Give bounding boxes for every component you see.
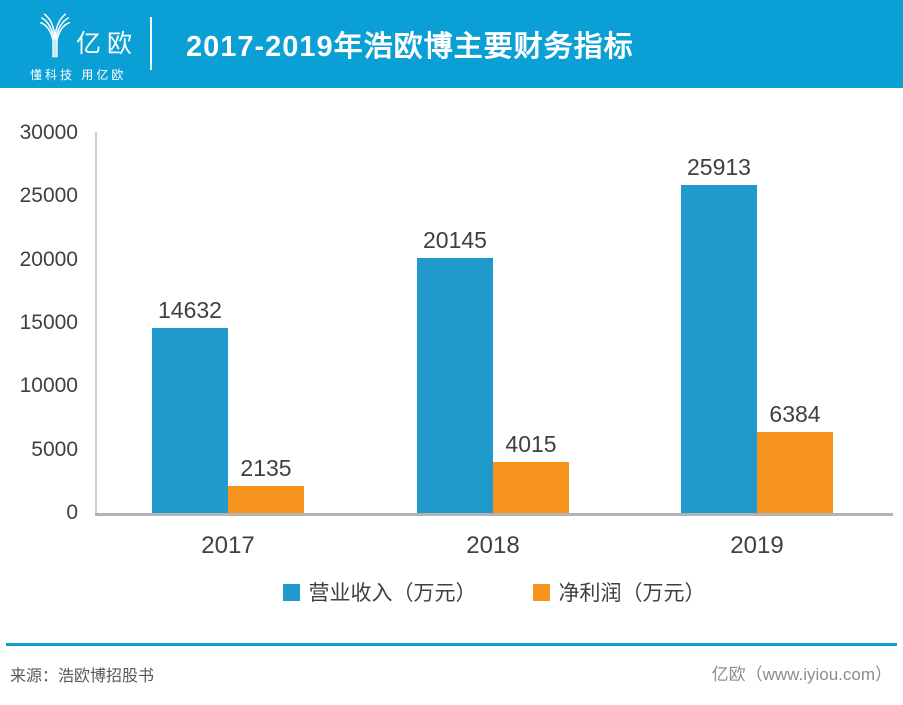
footer-divider (6, 643, 897, 646)
x-axis-line (95, 513, 893, 516)
header-divider (150, 17, 152, 70)
iyiou-logo: 亿欧 懂科技 用亿欧 (30, 8, 150, 84)
legend-swatch-icon (532, 583, 550, 601)
logo-tagline: 懂科技 用亿欧 (30, 68, 127, 82)
chart-title: 2017-2019年浩欧博主要财务指标 (186, 31, 634, 63)
source-note: 来源：浩欧博招股书 (10, 668, 155, 685)
bar-value-label: 2135 (240, 455, 292, 481)
x-axis-label: 2017 (201, 532, 255, 559)
bar-2018-series0 (417, 258, 493, 513)
legend-item: 净利润（万元） (532, 577, 706, 607)
y-tick-label: 10000 (19, 374, 78, 398)
plot-area: 14632 2135 2017 20145 4015 2018 25913 6384 2019 (152, 154, 833, 559)
legend-label: 营业收入（万元） (308, 582, 477, 605)
y-tick-label: 15000 (19, 311, 78, 334)
y-axis: 30000 25000 20000 15000 10000 5000 0 (0, 0, 78, 560)
logo-wordmark: 亿欧 (76, 30, 139, 58)
legend-label: 净利润（万元） (558, 582, 706, 605)
credit-note: 亿欧（www.iyiou.com） (711, 665, 892, 684)
header-banner: 亿欧 懂科技 用亿欧 2017-2019年浩欧博主要财务指标 (0, 0, 903, 88)
bar-2018-series1 (493, 462, 569, 513)
bar-2019-series0 (681, 185, 757, 513)
iyiou-logo-icon (40, 13, 70, 58)
legend-item: 营业收入（万元） (282, 577, 477, 607)
y-tick-label: 25000 (19, 184, 78, 208)
bar-value-label: 20145 (423, 227, 487, 253)
x-axis-label: 2018 (466, 532, 520, 559)
bar-2017-series0 (152, 328, 228, 513)
y-tick-label: 5000 (31, 437, 78, 461)
bar-value-label: 6384 (769, 401, 821, 427)
y-tick-label: 30000 (19, 121, 78, 144)
legend-swatch-icon (282, 583, 300, 601)
bar-value-label: 4015 (505, 431, 557, 457)
x-axis-label: 2019 (730, 532, 784, 559)
bar-2017-series1 (228, 486, 304, 513)
bar-value-label: 25913 (687, 154, 751, 180)
bar-value-label: 14632 (158, 297, 222, 323)
y-tick-label: 0 (66, 501, 78, 524)
y-axis-line (95, 132, 97, 515)
y-tick-label: 20000 (19, 247, 78, 271)
legend: 营业收入（万元） 净利润（万元） (95, 577, 893, 607)
bar-2019-series1 (757, 432, 833, 513)
